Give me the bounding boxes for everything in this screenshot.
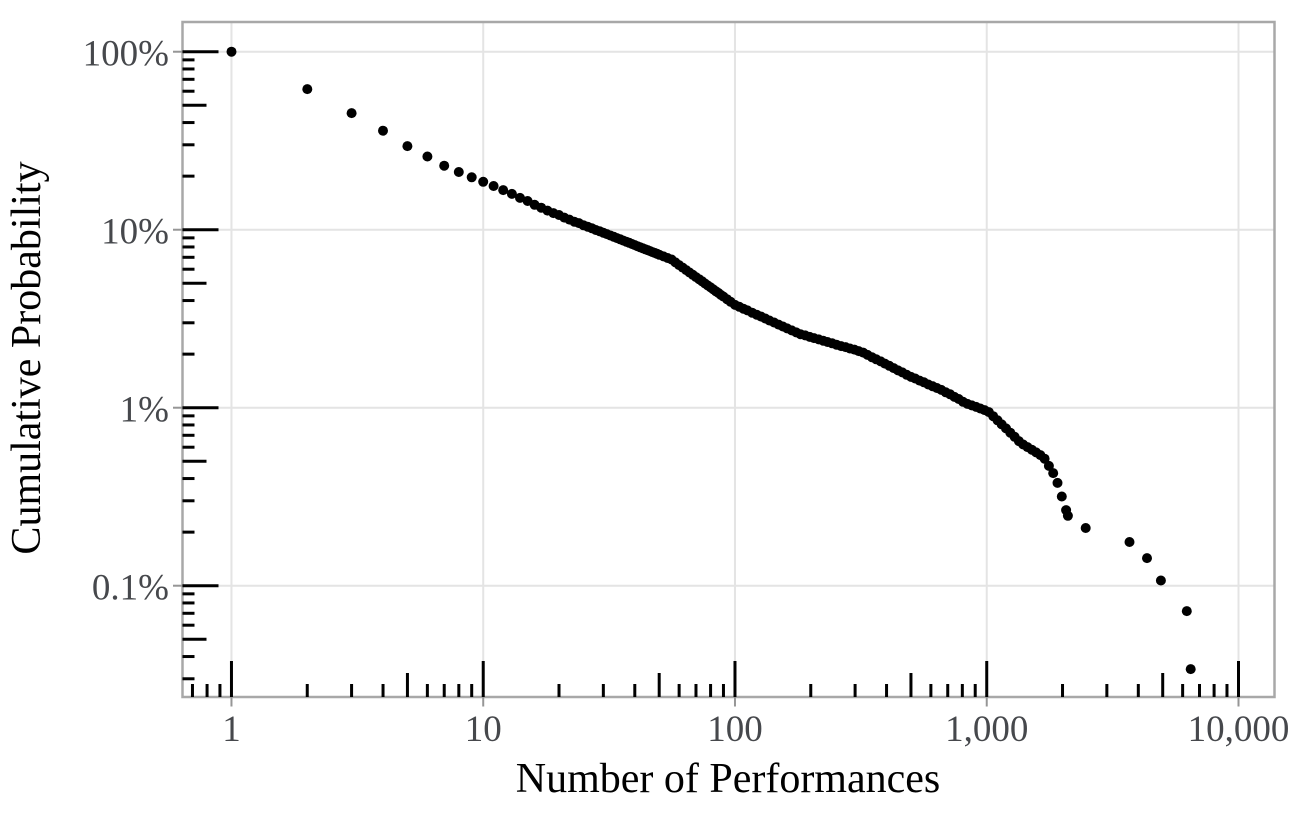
x-tick-label: 100 [707,709,763,750]
x-tick-label: 1 [222,709,241,750]
y-tick-label: 0.1% [92,568,169,609]
data-point [346,108,357,119]
x-tick-labels: 1 10 100 1,000 10,000 [222,709,1289,750]
data-point [1142,553,1152,564]
data-point [378,125,388,136]
x-axis-title: Number of Performances [516,756,941,802]
data-point [1039,453,1050,464]
panel-border [181,20,1276,699]
data-point [226,46,237,57]
data-point [1155,575,1166,586]
data-point [1181,606,1192,617]
x-tick-label: 1,000 [945,709,1028,750]
data-point [1185,664,1196,675]
x-tick-label: 10 [465,709,502,750]
data-point [1048,468,1059,479]
data-point [506,188,517,199]
y-tick-labels: 100% 10% 1% 0.1% [83,34,169,609]
data-point [1080,523,1091,533]
gridlines [182,22,1275,697]
y-tick-label: 10% [101,212,169,253]
data-point [1056,491,1067,502]
axis-ticks [173,50,1240,707]
data-point [302,84,313,95]
data-point [1043,460,1054,471]
data-point [453,167,464,177]
data-point [466,172,477,183]
data-point [422,151,433,162]
data-point [439,160,450,171]
y-tick-label: 100% [83,34,169,75]
data-point [478,176,489,187]
data-points [226,46,1196,675]
data-point [402,141,413,152]
x-tick-label: 10,000 [1188,709,1290,750]
data-point [488,181,499,191]
data-point [498,185,509,196]
data-point [515,192,525,203]
log-minor-ticks [182,50,1240,697]
y-tick-label: 1% [120,390,169,431]
data-point [1124,537,1135,547]
y-axis-title: Cumulative Probability [4,161,50,554]
data-point [1062,510,1073,521]
data-point [1052,477,1063,488]
